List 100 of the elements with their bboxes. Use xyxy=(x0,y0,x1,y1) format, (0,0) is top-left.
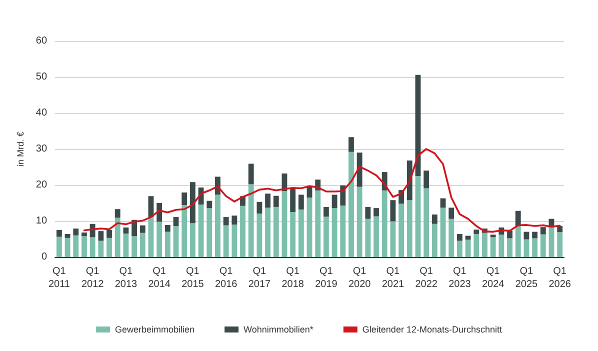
bar xyxy=(424,170,430,188)
y-tick-label: 40 xyxy=(36,108,48,118)
x-tick-label: Q1 2026 xyxy=(548,266,572,290)
legend-label: Gleitender 12-Monats-Durchschnitt xyxy=(362,324,502,334)
bar xyxy=(415,176,421,257)
y-tick-label: 20 xyxy=(36,180,48,190)
x-tick-label: Q1 2014 xyxy=(148,266,171,290)
bar xyxy=(273,196,279,207)
x-tick-label: Q1 2011 xyxy=(48,266,70,290)
bar xyxy=(123,234,129,257)
x-tick-label: Q1 2021 xyxy=(382,266,405,290)
bar xyxy=(282,191,288,257)
bar xyxy=(557,226,563,232)
bar xyxy=(540,234,546,257)
bar xyxy=(64,234,70,238)
bar xyxy=(524,232,530,240)
x-tick-label: Q1 2025 xyxy=(515,266,538,290)
bar xyxy=(374,216,379,257)
x-tick-label: Q1 2020 xyxy=(348,266,372,290)
x-tick-label: Q1 2015 xyxy=(182,266,204,290)
bar xyxy=(173,217,179,226)
bar xyxy=(323,206,329,217)
bar xyxy=(223,217,229,226)
bar xyxy=(164,224,170,232)
x-tick-label: Q1 2018 xyxy=(282,266,304,290)
bar xyxy=(390,200,396,222)
y-tick-label: 30 xyxy=(36,144,48,154)
x-tick-label: Q1 2023 xyxy=(448,266,472,290)
bar xyxy=(498,234,504,257)
bar xyxy=(515,226,521,257)
bar xyxy=(73,228,79,236)
y-tick-label: 60 xyxy=(36,36,48,46)
bar xyxy=(190,182,196,224)
bar xyxy=(82,232,87,236)
bar xyxy=(374,208,379,216)
bar xyxy=(356,186,362,257)
bar xyxy=(256,202,262,214)
bar xyxy=(173,226,179,257)
bar xyxy=(190,223,196,257)
x-tick-label: Q1 2017 xyxy=(248,266,272,290)
bar xyxy=(406,200,412,257)
bar xyxy=(524,239,530,257)
bar xyxy=(532,238,538,257)
bar xyxy=(540,227,546,234)
bar xyxy=(298,194,304,210)
bar xyxy=(465,240,471,257)
bar xyxy=(223,225,229,257)
x-tick-label: Q1 2022 xyxy=(415,266,438,290)
bar xyxy=(148,217,154,257)
bar xyxy=(490,237,496,257)
bar xyxy=(448,208,454,219)
bar xyxy=(64,238,70,257)
bar xyxy=(365,218,371,257)
bar xyxy=(440,208,446,257)
bar xyxy=(182,192,188,206)
bar xyxy=(106,230,112,238)
bar xyxy=(114,209,120,218)
bar xyxy=(456,240,462,257)
bar xyxy=(240,206,246,257)
bar xyxy=(298,209,304,257)
bar xyxy=(390,221,396,257)
bar xyxy=(265,194,271,208)
bar xyxy=(132,236,137,257)
bar xyxy=(290,188,296,212)
bar xyxy=(98,240,104,257)
bar xyxy=(98,231,104,241)
bar xyxy=(106,238,112,257)
bar xyxy=(548,227,554,257)
bar xyxy=(348,152,354,257)
bar xyxy=(248,164,254,184)
bar xyxy=(332,208,338,257)
bar xyxy=(140,232,146,257)
bar xyxy=(273,206,279,257)
bar xyxy=(182,205,188,257)
x-tick-label: Q1 2019 xyxy=(315,266,338,290)
bar xyxy=(206,200,212,208)
bar xyxy=(82,236,87,257)
y-tick-label: 0 xyxy=(41,252,48,262)
bar xyxy=(432,224,438,257)
bar xyxy=(156,222,162,257)
bar xyxy=(456,234,462,241)
bar xyxy=(424,188,430,257)
bar xyxy=(198,204,204,257)
bar xyxy=(382,190,388,257)
y-tick-label: 50 xyxy=(36,72,48,82)
bar xyxy=(474,230,480,234)
bar xyxy=(215,194,220,257)
bar xyxy=(340,206,346,257)
bar xyxy=(482,232,488,257)
legend-label: Gewerbeimmobilien xyxy=(115,324,195,334)
bar xyxy=(490,234,496,238)
line-series xyxy=(83,148,561,233)
bar xyxy=(56,236,62,257)
bar xyxy=(232,224,238,257)
bar xyxy=(290,212,296,257)
bar xyxy=(256,213,262,257)
bar xyxy=(73,235,79,257)
bar xyxy=(114,218,120,257)
y-tick-label: 10 xyxy=(36,216,48,226)
x-tick-label: Q1 2013 xyxy=(114,266,138,290)
